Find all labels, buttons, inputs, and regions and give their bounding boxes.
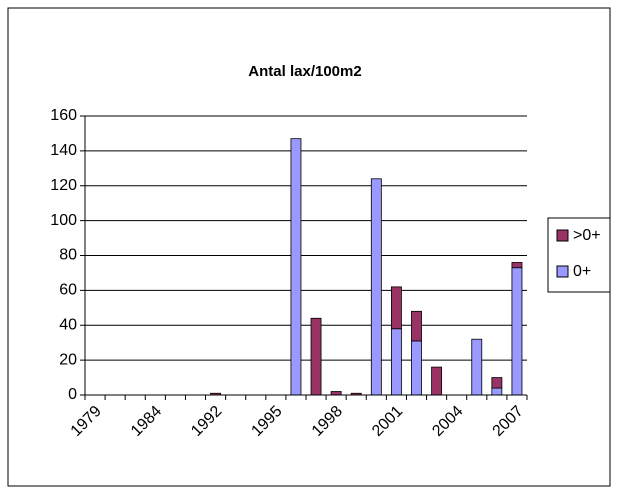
bar (411, 310, 422, 342)
legend-label: >0+ (573, 227, 601, 244)
legend-swatch (556, 229, 569, 242)
y-tick-label: 140 (50, 142, 77, 159)
bar (491, 387, 503, 396)
bar (390, 286, 402, 330)
y-tick-label: 60 (59, 282, 77, 299)
chart-title: Antal lax/100m2 (248, 63, 361, 80)
bar (491, 377, 503, 389)
y-tick-label: 120 (50, 177, 77, 194)
bar (511, 262, 523, 269)
bar (511, 267, 523, 396)
bar (290, 138, 302, 396)
y-tick-label: 80 (59, 247, 77, 264)
y-tick-label: 100 (50, 212, 77, 229)
bar (471, 338, 483, 396)
y-tick-label: 160 (50, 107, 77, 124)
legend-label: 0+ (573, 263, 591, 280)
bar (310, 317, 322, 396)
bar (370, 178, 382, 396)
bar (411, 340, 422, 396)
y-tick-label: 0 (68, 386, 77, 403)
bar (431, 366, 443, 396)
bar (390, 328, 402, 396)
y-tick-label: 20 (59, 351, 77, 368)
y-tick-label: 40 (59, 316, 77, 333)
legend-swatch (556, 265, 569, 278)
bar (330, 391, 342, 396)
